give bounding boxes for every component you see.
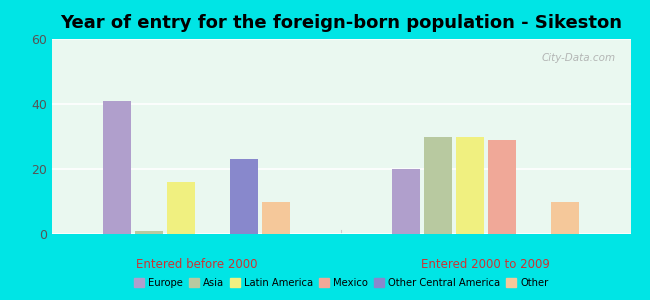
- Bar: [424, 136, 452, 234]
- Text: Entered before 2000: Entered before 2000: [136, 258, 257, 272]
- Bar: [456, 136, 484, 234]
- Bar: [166, 182, 195, 234]
- Bar: [135, 231, 163, 234]
- Bar: [488, 140, 516, 234]
- Bar: [551, 202, 579, 234]
- Bar: [103, 101, 131, 234]
- Bar: [262, 202, 290, 234]
- Title: Year of entry for the foreign-born population - Sikeston: Year of entry for the foreign-born popul…: [60, 14, 622, 32]
- Text: City-Data.com: City-Data.com: [542, 52, 616, 63]
- Legend: Europe, Asia, Latin America, Mexico, Other Central America, Other: Europe, Asia, Latin America, Mexico, Oth…: [130, 274, 552, 292]
- Bar: [230, 159, 258, 234]
- Bar: [393, 169, 421, 234]
- Text: Entered 2000 to 2009: Entered 2000 to 2009: [421, 258, 551, 272]
